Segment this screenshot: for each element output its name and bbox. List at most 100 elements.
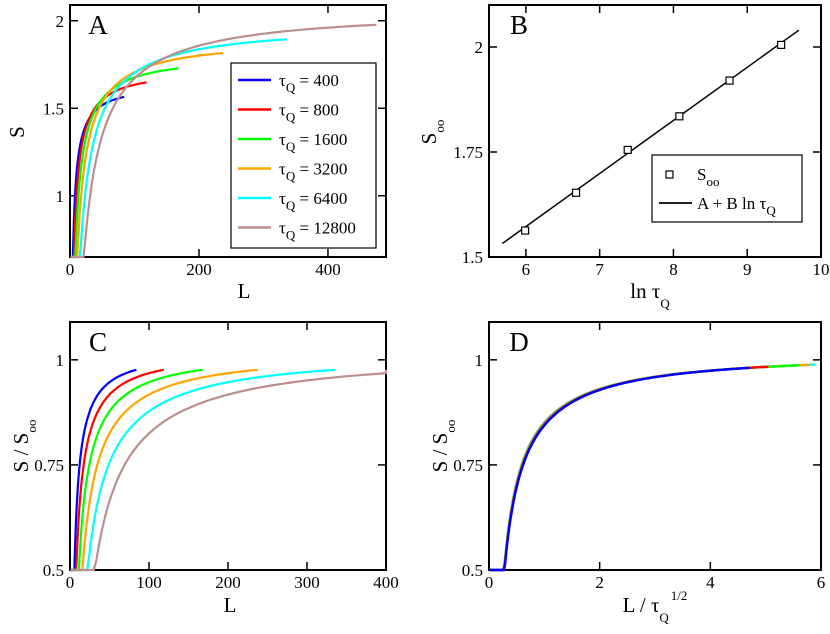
- text-span: = 12800: [295, 219, 356, 238]
- series-line-tau-3200: [70, 51, 224, 259]
- y-tick-label: 1: [56, 351, 65, 370]
- panel-letter: D: [509, 327, 529, 357]
- text-span: τ: [279, 160, 286, 179]
- x-tick-label: 2: [595, 573, 604, 592]
- series-line-tau-12800: [489, 363, 813, 572]
- y-tick-label: 0.75: [34, 456, 64, 475]
- text-span: = 1600: [295, 130, 347, 149]
- text-span: Q: [659, 610, 669, 625]
- text-span: Q: [286, 139, 296, 154]
- legend-label-fit: A + B ln τQ: [697, 194, 776, 218]
- text-span: τ: [279, 101, 286, 120]
- text-span: L / τ: [623, 593, 660, 617]
- x-axis-label: L: [224, 593, 237, 617]
- panel-letter: C: [89, 327, 107, 357]
- series-line-tau-400: [489, 366, 751, 572]
- text-span: oo: [706, 174, 719, 189]
- text-span: τ: [279, 189, 286, 208]
- text-span: Q: [286, 80, 296, 95]
- series-line-tau-800: [489, 365, 769, 572]
- legend-label: τQ = 1600: [279, 130, 347, 154]
- legend-label: τQ = 6400: [279, 189, 347, 213]
- x-tick-label: 200: [215, 573, 241, 592]
- text-span: Q: [286, 110, 296, 125]
- y-tick-label: 1.5: [462, 248, 483, 267]
- y-tick-label: 2: [475, 38, 484, 57]
- x-tick-label: 400: [373, 573, 399, 592]
- y-tick-label: 1.75: [453, 143, 483, 162]
- text-span: Q: [286, 228, 296, 243]
- legend-label: τQ = 12800: [279, 219, 356, 243]
- x-tick-label: 400: [315, 260, 341, 279]
- legend-box: [651, 154, 803, 223]
- data-point-marker: [675, 112, 684, 121]
- series-line-tau-12800: [70, 23, 377, 259]
- text-span: = 3200: [295, 160, 347, 179]
- y-tick-label: 0.75: [453, 456, 483, 475]
- text-span: Q: [660, 296, 670, 311]
- panel-c: 0 100 200 300 400 0.5 0.75 1 C L S / Soo: [9, 321, 399, 617]
- data-point-marker: [571, 188, 581, 197]
- series-line-tau-3200: [489, 363, 810, 572]
- fit-line: [501, 29, 800, 245]
- plot-frame: [488, 4, 822, 258]
- text-span: oo: [24, 420, 39, 433]
- text-span: = 400: [295, 71, 339, 90]
- x-tick-label: 0: [485, 573, 494, 592]
- x-axis-label: ln τQ: [630, 279, 670, 311]
- text-span: τ: [279, 71, 286, 90]
- series-line-tau-6400: [489, 363, 816, 572]
- panel-d: 0 2 4 6 0.5 0.75 1 D L / τQ1/2 S / Soo: [428, 321, 825, 625]
- text-span: oo: [432, 120, 447, 133]
- text-span: τ: [279, 130, 286, 149]
- x-tick-label: 10: [813, 260, 830, 279]
- x-tick-label: 300: [294, 573, 320, 592]
- plot-frame: [488, 321, 822, 571]
- text-span: S / S: [9, 433, 33, 473]
- x-tick-label: 100: [136, 573, 162, 592]
- text-span: 1/2: [671, 588, 688, 603]
- data-point-marker: [725, 76, 734, 85]
- y-tick-label: 1.5: [43, 99, 64, 118]
- x-tick-label: 8: [669, 260, 678, 279]
- series-line-tau-6400: [70, 38, 287, 259]
- text-span: S: [417, 133, 441, 145]
- x-tick-label: 0: [66, 260, 75, 279]
- x-tick-label: 200: [186, 260, 212, 279]
- series-line-tau-12800: [70, 369, 388, 572]
- text-span: Q: [766, 203, 776, 218]
- y-axis-label: Soo: [417, 120, 447, 145]
- text-span: = 6400: [295, 189, 347, 208]
- text-span: S: [697, 165, 706, 184]
- y-axis-label: S: [5, 126, 29, 138]
- text-span: A + B ln τ: [697, 194, 766, 213]
- legend-box: [230, 62, 377, 249]
- text-span: S / S: [428, 433, 452, 473]
- text-span: Q: [286, 198, 296, 213]
- legend-label-points: Soo: [697, 165, 719, 189]
- text-span: τ: [279, 219, 286, 238]
- y-tick-label: 0.5: [462, 561, 483, 580]
- x-axis-label: L / τQ1/2: [623, 588, 688, 625]
- legend-label: τQ = 400: [279, 71, 339, 95]
- series-line-tau-800: [70, 368, 165, 572]
- x-tick-label: 6: [522, 260, 531, 279]
- y-tick-label: 1: [56, 187, 65, 206]
- text-span: oo: [443, 420, 458, 433]
- x-tick-label: 9: [743, 260, 752, 279]
- y-axis-label: S / Soo: [9, 420, 39, 473]
- x-tick-label: 7: [595, 260, 604, 279]
- panel-letter: B: [510, 10, 528, 40]
- text-span: ln τ: [630, 279, 660, 303]
- legend-marker: [665, 170, 674, 179]
- series-line-tau-1600: [489, 364, 799, 572]
- panel-letter: A: [88, 10, 108, 40]
- y-tick-label: 1: [475, 351, 484, 370]
- plot-frame: [69, 4, 387, 258]
- legend-label: τQ = 800: [279, 101, 339, 125]
- x-tick-label: 4: [706, 573, 715, 592]
- data-point-marker: [777, 40, 786, 50]
